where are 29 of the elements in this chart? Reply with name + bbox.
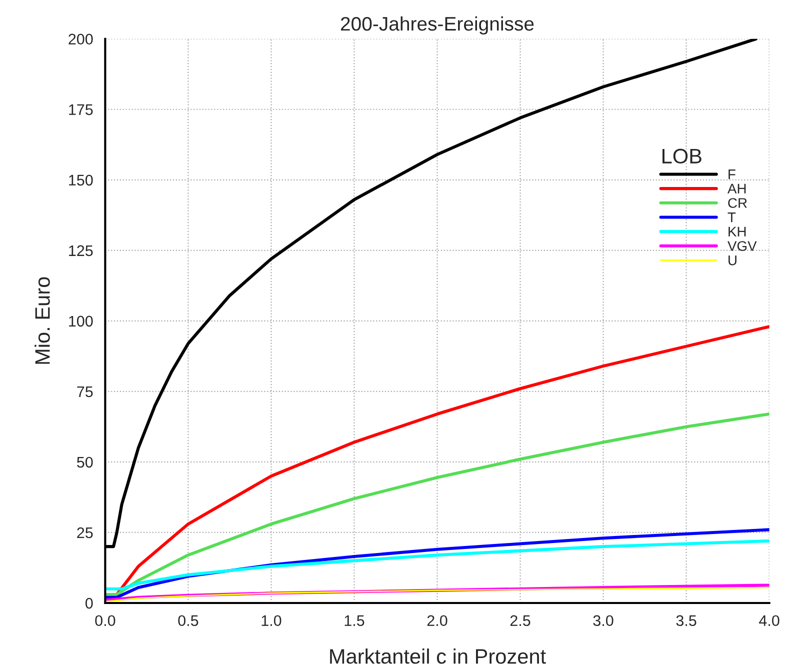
x-tick-label: 1.5 — [344, 615, 364, 626]
y-tick-label: 75 — [77, 386, 93, 398]
y-tick-label: 50 — [77, 456, 93, 468]
y-tick-label: 200 — [68, 34, 93, 45]
x-tick-label: 4.0 — [759, 615, 780, 626]
legend-label: U — [728, 256, 736, 266]
legend-title: LOB — [662, 148, 702, 164]
legend-label: KH — [728, 226, 746, 236]
x-tick-label: 2.5 — [510, 615, 530, 626]
x-tick-label: 0.0 — [95, 615, 116, 626]
x-tick-label: 2.0 — [427, 615, 448, 626]
y-tick-label: 0 — [85, 598, 93, 609]
y-axis-title: Mio. Euro — [34, 277, 50, 364]
y-tick-label: 100 — [69, 316, 93, 327]
x-tick-label: 3.0 — [593, 615, 614, 626]
chart-title: 200-Jahres-Ereignisse — [340, 16, 534, 35]
x-axis-title: Marktanteil c in Prozent — [330, 648, 546, 664]
legend-label: CR — [728, 198, 747, 208]
legend-label: VGV — [728, 241, 757, 251]
y-tick-label: 125 — [69, 245, 93, 256]
legend-label: AH — [727, 184, 746, 194]
x-tick-label: 0.5 — [178, 615, 198, 626]
x-tick-label: 3.5 — [676, 615, 696, 626]
legend-label: T — [728, 212, 736, 222]
x-tick-label: 1.0 — [262, 615, 282, 626]
legend-label: F — [728, 170, 736, 180]
y-tick-label: 175 — [69, 104, 93, 116]
y-tick-label: 150 — [69, 174, 93, 186]
y-tick-label: 25 — [77, 527, 93, 538]
